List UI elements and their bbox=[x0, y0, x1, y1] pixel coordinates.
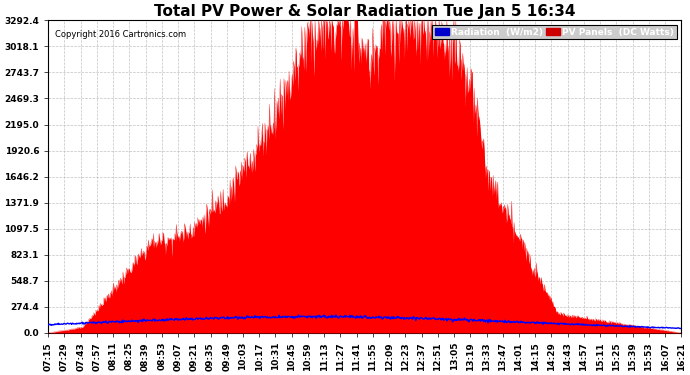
Title: Total PV Power & Solar Radiation Tue Jan 5 16:34: Total PV Power & Solar Radiation Tue Jan… bbox=[154, 4, 575, 19]
Text: Copyright 2016 Cartronics.com: Copyright 2016 Cartronics.com bbox=[55, 30, 186, 39]
Legend: Radiation  (W/m2), PV Panels  (DC Watts): Radiation (W/m2), PV Panels (DC Watts) bbox=[433, 25, 677, 39]
